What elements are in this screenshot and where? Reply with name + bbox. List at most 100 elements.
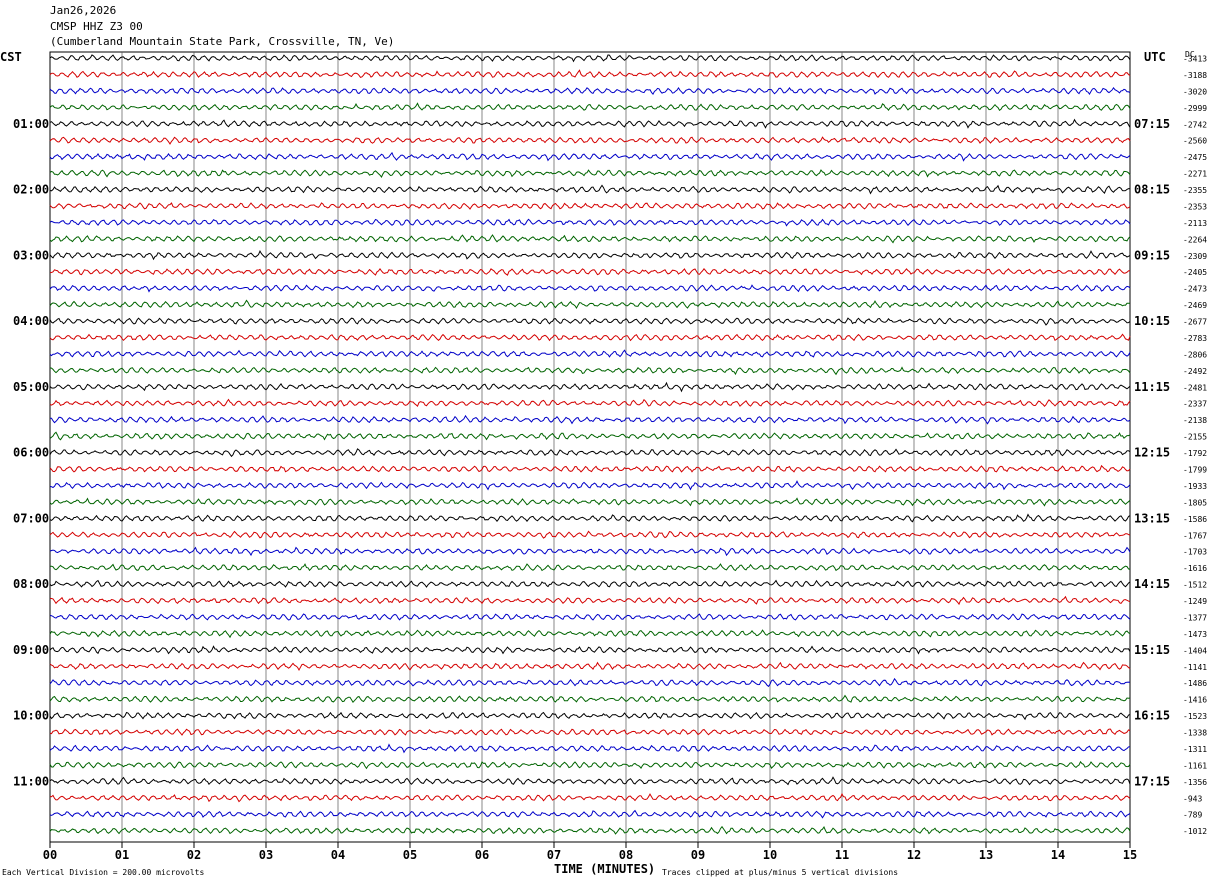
dc-offset-label: -1512 <box>1183 581 1207 590</box>
seismic-trace <box>49 776 1131 786</box>
dc-column-label: DC <box>1185 50 1195 59</box>
dc-offset-label: -1416 <box>1183 696 1207 705</box>
dc-offset-label: -2742 <box>1183 120 1207 129</box>
dc-offset-label: -1161 <box>1183 761 1207 770</box>
seismic-trace <box>49 317 1131 326</box>
header-date: Jan26,2026 <box>50 4 117 17</box>
seismic-trace <box>49 69 1131 79</box>
dc-offset-label: -2138 <box>1183 416 1207 425</box>
dc-offset-label: -3188 <box>1183 71 1207 80</box>
seismic-trace <box>49 595 1131 606</box>
x-tick-label: 10 <box>763 848 777 862</box>
seismic-trace <box>49 398 1131 408</box>
dc-offset-label: -1616 <box>1183 564 1207 573</box>
seismic-trace <box>49 86 1131 96</box>
seismic-trace <box>49 448 1131 458</box>
dc-offset-label: -2677 <box>1183 318 1207 327</box>
x-tick-label: 12 <box>907 848 921 862</box>
dc-offset-label: -1377 <box>1183 613 1207 622</box>
dc-offset-label: -1523 <box>1183 712 1207 721</box>
x-tick-label: 14 <box>1051 848 1065 862</box>
seismic-trace <box>49 661 1131 672</box>
seismic-trace <box>49 513 1131 523</box>
utc-hour-label: 07:15 <box>1134 117 1170 131</box>
seismic-trace <box>49 218 1131 227</box>
seismic-trace <box>49 530 1131 539</box>
seismic-trace <box>49 579 1131 588</box>
seismic-trace <box>49 299 1131 309</box>
seismic-trace <box>49 333 1131 342</box>
cst-hour-label: 01:00 <box>13 117 49 131</box>
seismic-trace <box>49 234 1131 244</box>
dc-offset-label: -2783 <box>1183 334 1207 343</box>
dc-offset-label: -1473 <box>1183 630 1207 639</box>
seismic-trace <box>49 349 1131 358</box>
dc-offset-label: -2113 <box>1183 219 1207 228</box>
dc-offset-label: -2473 <box>1183 285 1207 294</box>
x-tick-label: 11 <box>835 848 849 862</box>
seismic-trace <box>49 267 1131 276</box>
seismic-trace <box>49 202 1131 210</box>
seismic-trace <box>49 677 1131 688</box>
seismic-trace <box>49 711 1131 721</box>
cst-hour-label: 02:00 <box>13 183 49 197</box>
seismic-trace <box>49 184 1131 195</box>
clip-note: Traces clipped at plus/minus 5 vertical … <box>662 868 898 877</box>
seismic-trace <box>49 743 1131 754</box>
utc-hour-label: 10:15 <box>1134 314 1170 328</box>
seismic-trace <box>49 728 1131 736</box>
dc-offset-label: -2469 <box>1183 301 1207 310</box>
seismic-trace <box>49 118 1131 129</box>
cst-axis-label: CST <box>0 50 22 64</box>
x-tick-label: 03 <box>259 848 273 862</box>
seismic-trace <box>49 546 1131 557</box>
dc-offset-label: -1356 <box>1183 778 1207 787</box>
dc-offset-label: -1404 <box>1183 646 1207 655</box>
x-tick-label: 01 <box>115 848 129 862</box>
dc-offset-label: -1012 <box>1183 827 1207 836</box>
utc-hour-label: 08:15 <box>1134 183 1170 197</box>
x-tick-label: 15 <box>1123 848 1137 862</box>
cst-hour-label: 08:00 <box>13 577 49 591</box>
seismic-trace <box>49 792 1131 803</box>
dc-offset-label: -1792 <box>1183 449 1207 458</box>
dc-offset-label: -1933 <box>1183 482 1207 491</box>
dc-offset-label: -2155 <box>1183 433 1207 442</box>
dc-offset-label: -2405 <box>1183 268 1207 277</box>
dc-offset-label: -2560 <box>1183 137 1207 146</box>
utc-hour-label: 17:15 <box>1134 774 1170 788</box>
dc-offset-label: -2264 <box>1183 235 1207 244</box>
dc-offset-label: -1141 <box>1183 663 1207 672</box>
cst-hour-label: 10:00 <box>13 709 49 723</box>
seismic-trace <box>49 464 1131 473</box>
seismic-trace <box>50 563 1131 572</box>
seismic-trace <box>49 151 1131 162</box>
dc-offset-label: -2337 <box>1183 400 1207 409</box>
x-tick-label: 13 <box>979 848 993 862</box>
seismic-trace <box>49 102 1131 112</box>
seismic-trace <box>49 694 1131 704</box>
dc-offset-label: -1799 <box>1183 466 1207 475</box>
plot-frame <box>49 51 1131 843</box>
seismic-trace <box>49 825 1131 835</box>
dc-offset-label: -1805 <box>1183 498 1207 507</box>
dc-offset-label: -3413 <box>1183 55 1207 64</box>
seismic-trace <box>49 284 1131 293</box>
dc-offset-label: -1486 <box>1183 679 1207 688</box>
seismic-trace <box>50 414 1131 425</box>
dc-offset-label: -2309 <box>1183 252 1207 261</box>
cst-hour-label: 06:00 <box>13 446 49 460</box>
utc-hour-label: 13:15 <box>1134 511 1170 525</box>
seismic-trace <box>49 54 1131 63</box>
dc-offset-label: -943 <box>1183 794 1202 803</box>
x-tick-label: 05 <box>403 848 417 862</box>
cst-hour-label: 09:00 <box>13 643 49 657</box>
cst-hour-label: 04:00 <box>13 314 49 328</box>
seismic-trace <box>49 169 1131 178</box>
seismic-trace <box>49 760 1131 770</box>
seismic-trace <box>49 381 1131 393</box>
cst-hour-label: 07:00 <box>13 511 49 525</box>
seismic-trace <box>49 629 1131 639</box>
dc-offset-label: -1703 <box>1183 548 1207 557</box>
